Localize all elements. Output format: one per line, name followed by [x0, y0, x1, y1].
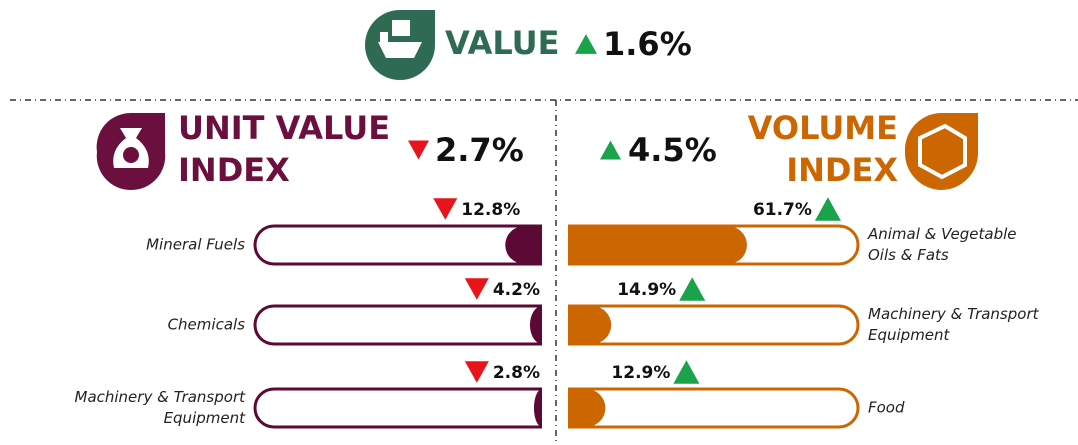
bar: [568, 306, 612, 344]
item-label: Equipment: [164, 409, 247, 427]
change-arrow: [600, 140, 621, 160]
bar: [568, 389, 606, 427]
bar-track: [253, 224, 542, 266]
unit-value-icon: [96, 112, 166, 191]
item-label: Animal & Vegetable: [867, 225, 1017, 243]
item-label: Mineral Fuels: [146, 236, 245, 254]
item-label: Oils & Fats: [868, 246, 949, 264]
item-change: 61.7%: [753, 200, 812, 220]
item-label: Machinery & Transport: [868, 305, 1040, 323]
panel-title: INDEX: [786, 151, 898, 189]
item-change: 12.8%: [461, 200, 520, 220]
item-label: Equipment: [868, 326, 951, 344]
change-arrow: [433, 198, 458, 220]
bar: [529, 306, 542, 344]
bar: [533, 389, 542, 427]
item-change: 4.2%: [493, 280, 540, 300]
bar-track: [253, 304, 542, 346]
panel-change: 2.7%: [435, 131, 524, 169]
panel-title: INDEX: [178, 151, 290, 189]
item-change: 12.9%: [611, 363, 670, 383]
item-label: Chemicals: [168, 316, 246, 334]
change-arrow: [814, 197, 841, 221]
bar-track: [253, 387, 542, 429]
change-arrow: [673, 360, 700, 384]
change-arrow: [408, 140, 429, 160]
change-arrow: [575, 34, 597, 54]
bar-track: [568, 304, 860, 346]
item-label: Machinery & Transport: [75, 388, 247, 406]
change-arrow: [464, 361, 489, 383]
panel-title: UNIT VALUE: [178, 109, 390, 147]
item-change: 14.9%: [617, 280, 676, 300]
item-label: Food: [868, 399, 905, 417]
bar-track: [568, 387, 860, 429]
value-icon: [365, 10, 435, 80]
item-change: 2.8%: [493, 363, 540, 383]
bar: [505, 226, 542, 264]
value-title: VALUE: [445, 24, 559, 62]
value-change: 1.6%: [603, 25, 692, 63]
change-arrow: [464, 278, 489, 300]
panel-change: 4.5%: [628, 131, 717, 169]
change-arrow: [679, 277, 706, 301]
panel-title: VOLUME: [748, 109, 898, 147]
bar: [568, 226, 747, 264]
volume-icon: [904, 113, 979, 190]
